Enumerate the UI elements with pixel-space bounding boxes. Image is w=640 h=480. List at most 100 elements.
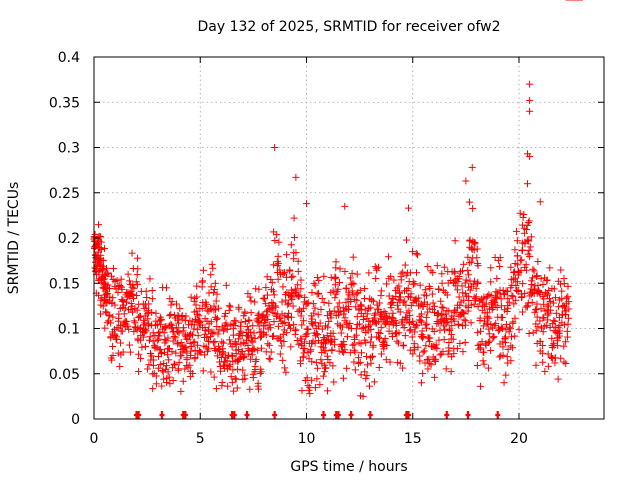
data-point (474, 262, 482, 270)
data-point (130, 284, 138, 292)
data-point (213, 352, 221, 360)
data-point (411, 280, 419, 288)
data-point (384, 253, 392, 261)
data-point (145, 336, 153, 344)
data-point (107, 334, 115, 342)
data-point (342, 284, 350, 292)
data-point (501, 339, 509, 347)
data-point (548, 354, 556, 362)
data-point (306, 390, 314, 398)
data-point (283, 313, 291, 321)
data-point (503, 353, 511, 361)
data-point (320, 298, 328, 306)
data-point (519, 280, 527, 288)
data-point (281, 269, 289, 277)
data-point (506, 323, 514, 331)
data-point (246, 293, 254, 301)
data-point (145, 361, 153, 369)
data-point (390, 276, 398, 284)
data-point (207, 271, 215, 279)
data-point (565, 305, 573, 313)
data-point (177, 338, 185, 346)
data-point (298, 340, 306, 348)
data-point (285, 321, 293, 329)
data-point (162, 284, 170, 292)
data-point (181, 365, 189, 373)
data-point (421, 286, 429, 294)
data-point (170, 333, 178, 341)
data-point (126, 289, 134, 297)
data-point (273, 258, 281, 266)
data-point (448, 322, 456, 330)
data-point (484, 364, 492, 372)
data-point (133, 306, 141, 314)
data-point (287, 343, 295, 351)
data-point (171, 334, 179, 342)
data-point (305, 386, 313, 394)
x-tick-label: 20 (510, 431, 528, 447)
data-point (355, 320, 363, 328)
data-point (302, 331, 310, 339)
data-point (346, 319, 354, 327)
data-point (422, 321, 430, 329)
data-point (103, 264, 111, 272)
data-point (489, 334, 497, 342)
data-point (353, 313, 361, 321)
data-point (208, 260, 216, 268)
data-point (205, 338, 213, 346)
data-point (209, 264, 217, 272)
data-point (294, 267, 302, 275)
data-point (487, 278, 495, 286)
outlier-point (462, 177, 470, 185)
data-point (530, 267, 538, 275)
data-point (189, 331, 197, 339)
data-point (176, 304, 184, 312)
data-point (325, 317, 333, 325)
data-point (229, 366, 237, 374)
data-point (269, 333, 277, 341)
data-point (183, 356, 191, 364)
data-point (367, 304, 375, 312)
data-point (96, 244, 104, 252)
data-point (107, 319, 115, 327)
x-tick-label: 5 (196, 431, 205, 447)
data-point (189, 370, 197, 378)
data-point (163, 362, 171, 370)
data-point (138, 343, 146, 351)
data-point (110, 264, 118, 272)
data-point (507, 333, 515, 341)
data-point (485, 330, 493, 338)
data-point (461, 338, 469, 346)
data-point (546, 297, 554, 305)
data-point (365, 269, 373, 277)
data-point (383, 280, 391, 288)
data-point (261, 322, 269, 330)
data-point (429, 299, 437, 307)
data-point (241, 308, 249, 316)
y-tick-label: 0.4 (58, 50, 80, 66)
data-point (245, 332, 253, 340)
data-point (510, 268, 518, 276)
data-point (130, 328, 138, 336)
data-point (343, 319, 351, 327)
data-point (461, 279, 469, 287)
data-point (137, 324, 145, 332)
data-point (228, 378, 236, 386)
data-point (294, 281, 302, 289)
data-point (210, 306, 218, 314)
data-point (397, 276, 405, 284)
data-point (505, 328, 513, 336)
data-point (400, 342, 408, 350)
data-point (550, 285, 558, 293)
data-point (222, 319, 230, 327)
data-point (542, 321, 550, 329)
data-point (496, 254, 504, 262)
data-point (108, 356, 116, 364)
data-point (393, 301, 401, 309)
data-point (130, 295, 138, 303)
data-point (535, 288, 543, 296)
data-point (411, 328, 419, 336)
data-point (353, 296, 361, 304)
